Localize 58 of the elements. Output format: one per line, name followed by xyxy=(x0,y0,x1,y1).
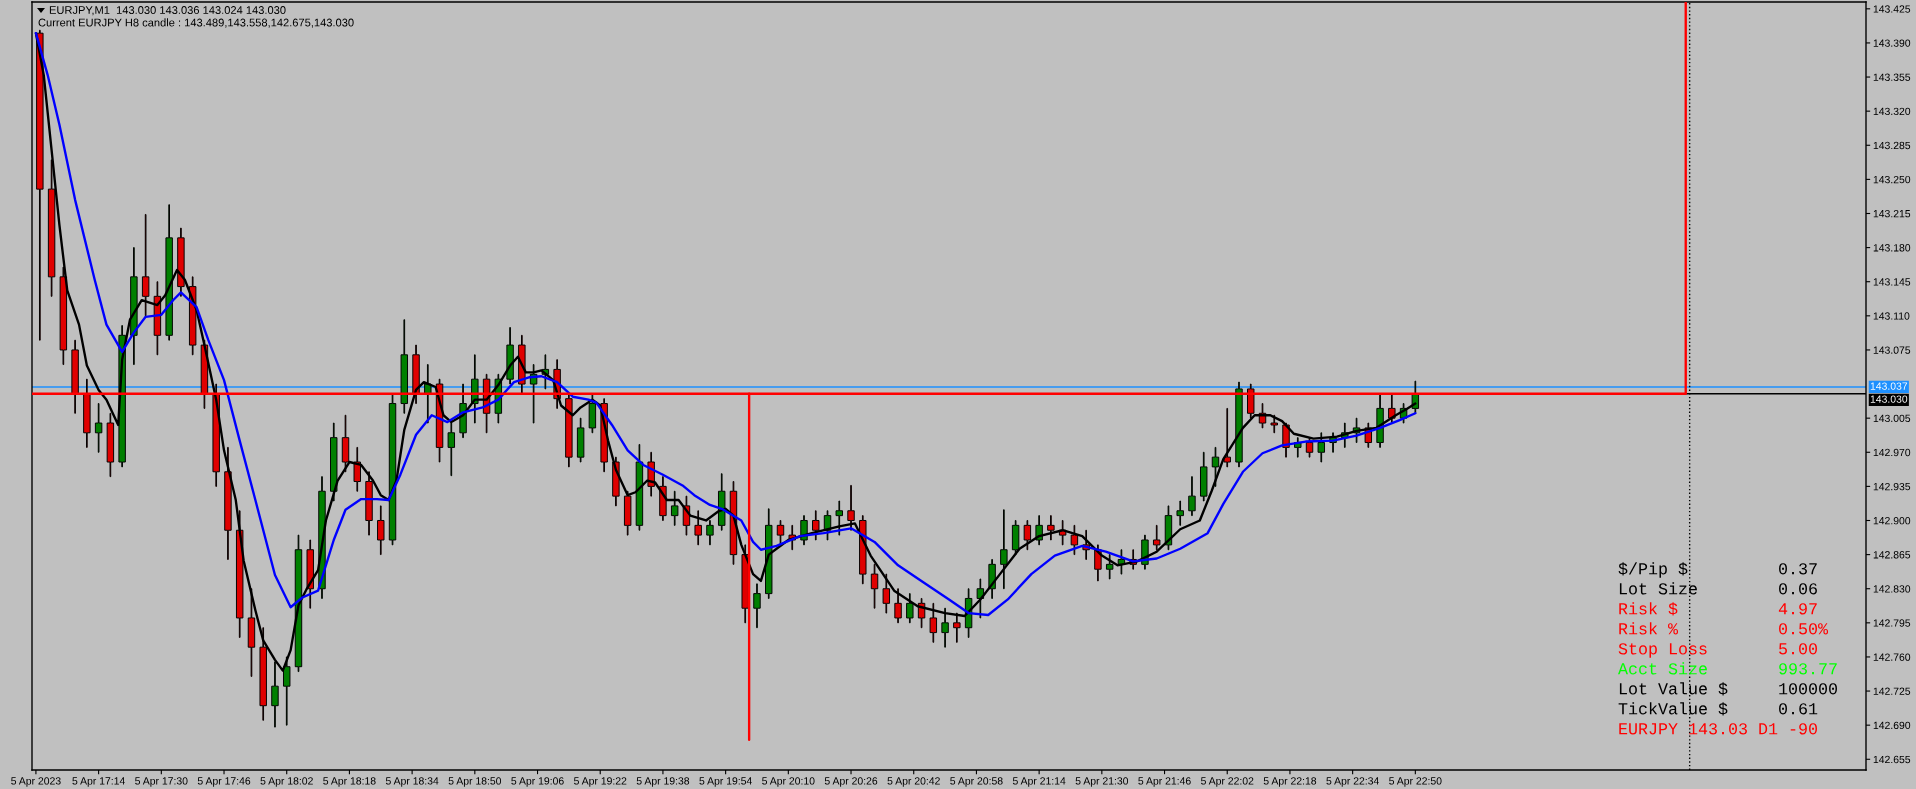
x-tick-label: 5 Apr 22:34 xyxy=(1326,777,1379,787)
x-tick-label: 5 Apr 20:26 xyxy=(824,777,878,787)
y-tick-label: 143.390 xyxy=(1873,39,1911,47)
x-tick-label: 5 Apr 18:18 xyxy=(323,777,376,787)
y-tick-label: 143.285 xyxy=(1873,141,1911,150)
y-tick-label: 142.900 xyxy=(1873,517,1911,525)
y-tick-label: 143.075 xyxy=(1873,346,1911,354)
y-tick-label: 142.795 xyxy=(1873,619,1911,627)
annotation: Risk $ 4.97 xyxy=(1619,602,1817,616)
text: Current EURJPY H8 candle : 143.489,143.558,142.675,143.030 xyxy=(38,18,354,28)
x-tick-label: 5 Apr 2023 xyxy=(11,777,61,787)
y-tick-label: 142.690 xyxy=(1873,721,1911,730)
x-tick-label: 5 Apr 19:54 xyxy=(699,777,752,787)
y-tick-label: 143.110 xyxy=(1873,312,1910,320)
y-tick-label: 142.970 xyxy=(1873,448,1911,457)
x-tick-label: 5 Apr 18:50 xyxy=(448,777,502,787)
y-tick-label: 143.425 xyxy=(1873,5,1911,13)
chart-title: EURJPY,M1 143.030 143.036 143.024 143.030 xyxy=(49,6,286,16)
x-tick-label: 5 Apr 20:42 xyxy=(887,777,940,787)
annotation: Risk % 0.50% xyxy=(1619,622,1829,635)
annotation: $/Pip $ 0.37 xyxy=(1618,562,1817,578)
ref-line-label: 143.030 xyxy=(1870,395,1908,403)
y-tick-label: 143.320 xyxy=(1873,107,1911,116)
x-tick-label: 5 Apr 21:46 xyxy=(1138,777,1191,787)
x-tick-label: 5 Apr 20:58 xyxy=(950,777,1003,787)
y-tick-label: 143.215 xyxy=(1873,209,1911,218)
y-tick-label: 142.655 xyxy=(1873,755,1911,764)
x-tick-label: 5 Apr 17:14 xyxy=(72,777,125,787)
x-tick-label: 5 Apr 21:30 xyxy=(1075,777,1129,787)
x-tick-label: 5 Apr 18:34 xyxy=(385,777,439,787)
y-tick-label: 143.355 xyxy=(1873,73,1911,81)
annotation: Stop Loss 5.00 xyxy=(1618,643,1818,658)
y-tick-label: 142.830 xyxy=(1873,585,1911,593)
x-tick-label: 5 Apr 22:02 xyxy=(1201,777,1254,787)
x-tick-label: 5 Apr 21:14 xyxy=(1012,777,1066,787)
x-tick-label: 5 Apr 17:30 xyxy=(135,777,188,787)
y-tick-label: 143.145 xyxy=(1873,278,1911,286)
x-tick-label: 5 Apr 19:22 xyxy=(574,777,627,787)
x-tick-label: 5 Apr 19:06 xyxy=(511,777,564,787)
x-tick-label: 5 Apr 22:50 xyxy=(1389,777,1442,787)
x-tick-label: 5 Apr 18:02 xyxy=(260,777,313,787)
y-tick-label: 143.250 xyxy=(1873,175,1911,184)
y-tick-label: 142.935 xyxy=(1873,482,1911,491)
annotation: Lot Value $ 100000 xyxy=(1619,682,1838,696)
x-tick-label: 5 Apr 22:18 xyxy=(1263,777,1317,787)
y-tick-label: 142.760 xyxy=(1873,653,1911,661)
y-tick-label: 143.180 xyxy=(1873,244,1911,252)
annotation: TickValue $ 0.61 xyxy=(1618,702,1818,716)
y-tick-label: 142.865 xyxy=(1873,551,1911,559)
y-tick-label: 143.005 xyxy=(1873,414,1911,423)
annotation: EURJPY 143.03 D1 -90 xyxy=(1619,723,1818,735)
x-tick-label: 5 Apr 17:46 xyxy=(197,777,251,787)
ref-line-label: 143.037 xyxy=(1870,382,1908,390)
y-tick-label: 142.725 xyxy=(1873,687,1911,695)
x-tick-label: 5 Apr 20:10 xyxy=(762,777,815,787)
annotation: Lot Size 0.06 xyxy=(1619,582,1817,595)
annotation: Acct Size 993.77 xyxy=(1618,662,1837,675)
x-tick-label: 5 Apr 19:38 xyxy=(636,777,690,787)
